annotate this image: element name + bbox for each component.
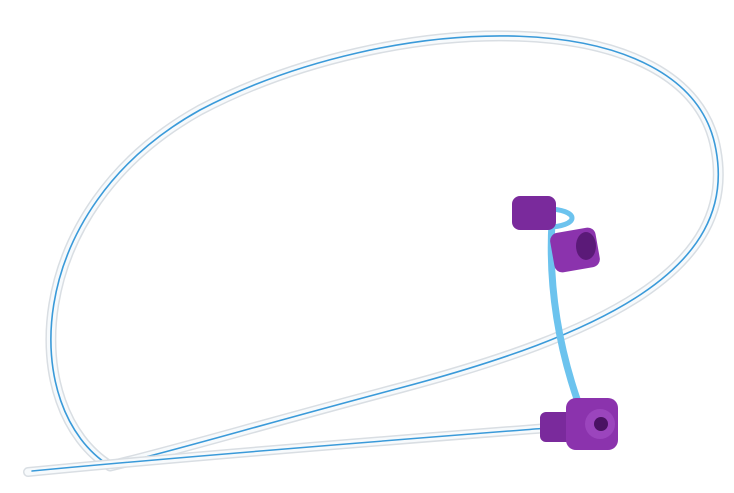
background [0, 0, 734, 493]
page [0, 0, 734, 493]
photo [0, 0, 734, 493]
cap-body [512, 196, 556, 230]
connector-opening [594, 417, 608, 431]
cap-opening [576, 232, 596, 260]
